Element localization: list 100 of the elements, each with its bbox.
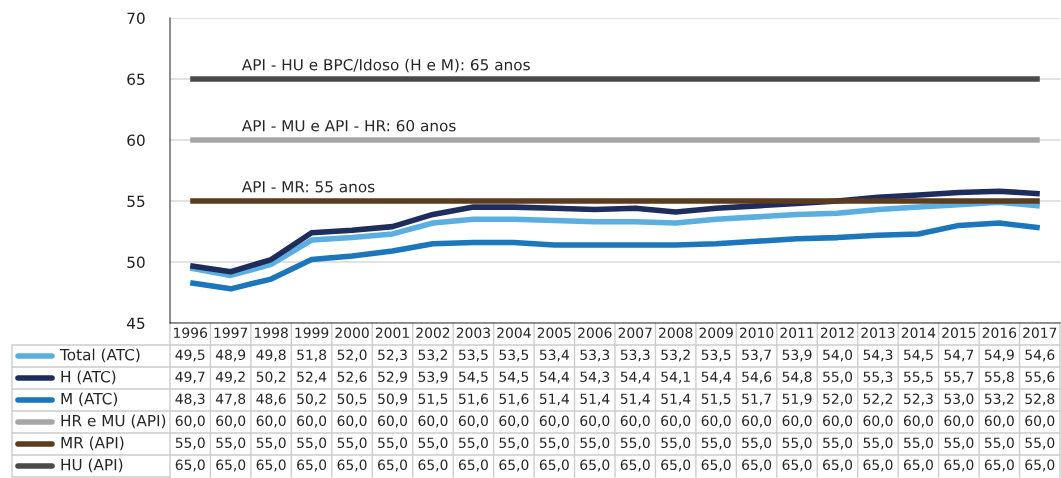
- data-label: 55,0: [782, 437, 812, 450]
- data-label: 53,0: [944, 393, 974, 406]
- data-label: 52,3: [378, 349, 407, 362]
- x-tick-label: 2017: [1023, 327, 1057, 339]
- data-label: 52,6: [337, 371, 367, 384]
- data-label: 48,9: [215, 349, 246, 362]
- legend-label: M (ATC): [61, 392, 118, 407]
- legend-label: MR (API): [61, 436, 124, 451]
- y-tick-label: 70: [127, 12, 145, 25]
- data-label: 53,5: [701, 349, 731, 362]
- data-label: 65,0: [823, 459, 853, 472]
- data-label: 47,8: [215, 393, 246, 406]
- data-label: 53,9: [782, 349, 812, 362]
- data-label: 55,0: [499, 437, 529, 450]
- data-label: 51,4: [620, 393, 650, 406]
- data-label: 60,0: [661, 415, 691, 428]
- data-label: 60,0: [782, 415, 812, 428]
- data-label: 65,0: [903, 459, 933, 472]
- data-label: 54,6: [1025, 349, 1055, 362]
- data-label: 52,4: [297, 371, 327, 384]
- y-tick-label: 55: [127, 195, 145, 208]
- data-label: 54,5: [459, 371, 488, 384]
- data-label: 53,9: [418, 371, 448, 384]
- data-label: 49,5: [175, 349, 205, 362]
- x-tick-label: 2012: [820, 327, 854, 339]
- x-tick-label: 2009: [699, 327, 733, 339]
- x-tick-label: 2010: [739, 327, 774, 339]
- x-tick-label: 2001: [375, 327, 409, 339]
- data-label: 55,0: [701, 437, 731, 450]
- x-tick-label: 1996: [174, 327, 208, 339]
- data-label: 51,8: [297, 349, 327, 362]
- data-label: 55,0: [256, 437, 286, 450]
- data-label: 51,5: [701, 393, 731, 406]
- data-label: 60,0: [378, 415, 408, 428]
- legend-label: HR e MU (API): [61, 414, 166, 429]
- x-tick-label: 2016: [982, 327, 1017, 339]
- data-label: 60,0: [944, 415, 974, 428]
- data-label: 60,0: [297, 415, 327, 428]
- data-label: 51,4: [539, 393, 569, 406]
- annotation: API - MR: 55 anos: [241, 181, 375, 193]
- data-label: 51,6: [499, 393, 529, 406]
- data-label: 54,5: [904, 349, 933, 362]
- data-label: 53,4: [539, 349, 569, 362]
- data-label: 60,0: [418, 415, 448, 428]
- data-label: 55,6: [1025, 371, 1055, 384]
- data-label: 60,0: [175, 415, 205, 428]
- data-label: 60,0: [580, 415, 610, 428]
- y-tick-label: 50: [127, 256, 145, 269]
- data-label: 55,0: [984, 437, 1014, 450]
- x-tick-label: 2008: [659, 327, 693, 339]
- data-label: 49,8: [256, 349, 286, 362]
- data-label: 49,7: [175, 371, 205, 384]
- y-tick-label: 65: [127, 73, 145, 86]
- data-label: 55,0: [823, 371, 853, 384]
- data-label: 48,3: [175, 393, 205, 406]
- data-label: 60,0: [499, 415, 529, 428]
- data-label: 53,2: [418, 349, 448, 362]
- data-label: 65,0: [863, 459, 893, 472]
- data-label: 52,0: [823, 393, 853, 406]
- data-label: 65,0: [458, 459, 488, 472]
- x-tick-label: 1999: [295, 327, 329, 339]
- data-label: 55,0: [580, 437, 610, 450]
- data-label: 55,0: [175, 437, 205, 450]
- data-label: 55,0: [378, 437, 408, 450]
- data-label: 55,0: [539, 437, 569, 450]
- data-label: 55,0: [661, 437, 691, 450]
- data-label: 51,6: [459, 393, 488, 406]
- legend-label: Total (ATC): [59, 348, 140, 363]
- data-label: 54,4: [701, 371, 731, 384]
- x-tick-label: 1998: [254, 327, 288, 339]
- data-label: 65,0: [701, 459, 731, 472]
- data-label: 55,0: [297, 437, 327, 450]
- data-label: 60,0: [984, 415, 1014, 428]
- data-label: 50,2: [256, 371, 286, 384]
- data-label: 54,4: [620, 371, 650, 384]
- data-label: 60,0: [620, 415, 650, 428]
- data-label: 53,3: [620, 349, 650, 362]
- data-label: 48,6: [256, 393, 286, 406]
- data-label: 50,9: [378, 393, 407, 406]
- data-label: 55,0: [620, 437, 650, 450]
- x-tick-label: 1997: [214, 327, 248, 339]
- data-label: 55,0: [459, 437, 488, 450]
- data-label: 51,4: [580, 393, 610, 406]
- data-label: 55,0: [904, 437, 933, 450]
- data-label: 65,0: [782, 459, 812, 472]
- data-label: 55,0: [418, 437, 448, 450]
- data-label: 55,0: [944, 437, 974, 450]
- data-label: 53,5: [499, 349, 529, 362]
- data-label: 65,0: [175, 459, 205, 472]
- data-label: 54,7: [944, 349, 974, 362]
- data-label: 52,8: [1025, 393, 1055, 406]
- x-tick-label: 2011: [780, 327, 814, 339]
- data-label: 54,1: [661, 371, 690, 384]
- data-label: 60,0: [863, 415, 893, 428]
- data-label: 65,0: [297, 459, 327, 472]
- data-label: 65,0: [216, 459, 246, 472]
- data-label: 53,2: [984, 393, 1014, 406]
- data-label: 52,0: [337, 349, 367, 362]
- legend-label: HU (API): [61, 458, 123, 473]
- data-label: 51,5: [418, 393, 448, 406]
